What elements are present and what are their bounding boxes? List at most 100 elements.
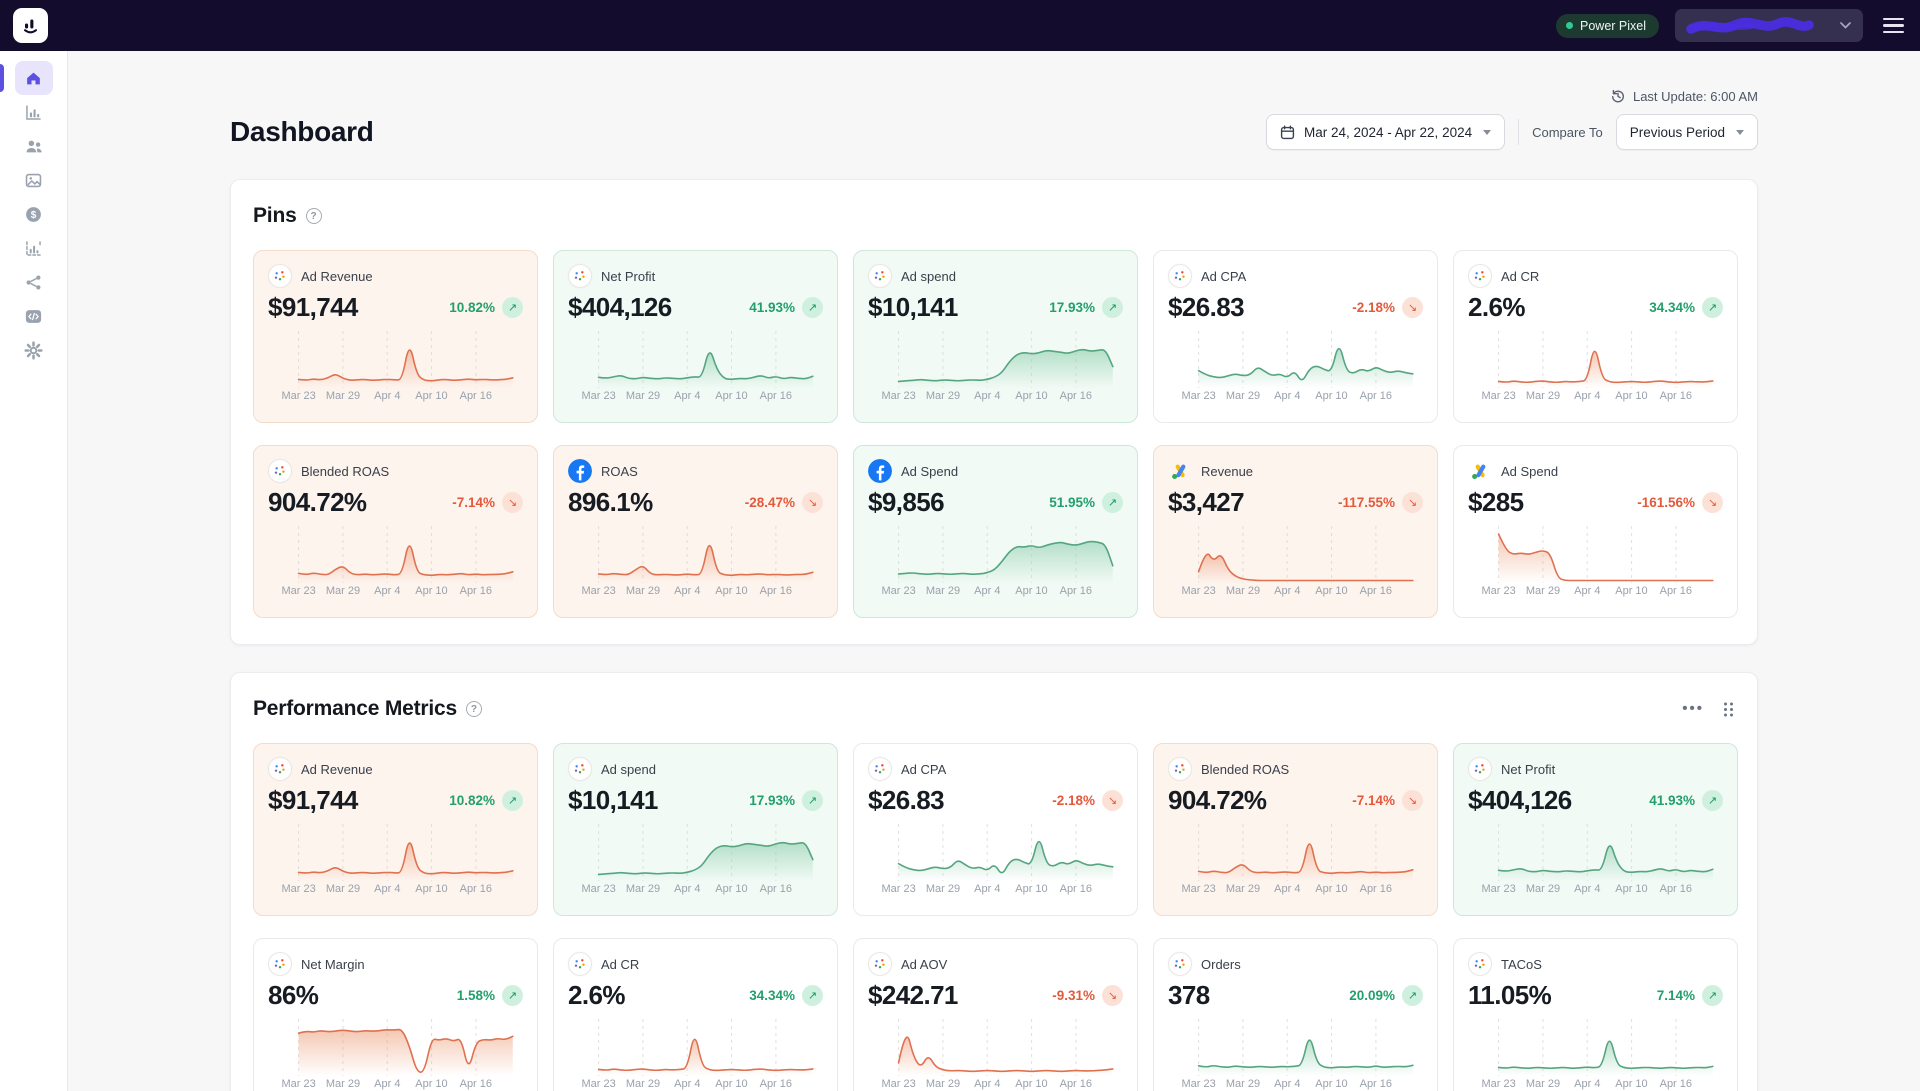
x-axis-tick: Apr 4 (674, 1078, 701, 1090)
metric-card[interactable]: Ad spend $10,141 17.93% ↗ Mar 23 Mar 29 Ap… (553, 743, 838, 916)
x-axis-tick: Apr 10 (715, 883, 748, 895)
app-logo-icon[interactable] (13, 8, 48, 43)
sparkline-chart (597, 331, 814, 388)
sidebar-item-code[interactable] (15, 299, 53, 333)
metric-card[interactable]: ROAS 896.1% -28.47% ↘ Mar 23 Mar 29 Apr 4 A… (553, 445, 838, 618)
blended-metrics-icon (568, 264, 592, 288)
sidebar-item-dollar[interactable]: $ (15, 197, 53, 231)
sidebar-item-home[interactable] (0, 61, 53, 95)
account-selector-dropdown[interactable] (1675, 9, 1863, 42)
metric-card[interactable]: Ad CR 2.6% 34.34% ↗ Mar 23 Mar 29 Apr 4 Apr… (553, 938, 838, 1091)
metric-change: 17.93% ↗ (749, 790, 823, 811)
metric-card[interactable]: Net Margin 86% 1.58% ↗ Mar 23 Mar 29 Apr 4… (253, 938, 538, 1091)
compare-period-select[interactable]: Previous Period (1615, 114, 1758, 150)
sidebar-item-chart-report[interactable] (15, 231, 53, 265)
metric-card[interactable]: Ad Revenue $91,744 10.82% ↗ Mar 23 Mar 29… (253, 743, 538, 916)
x-axis-tick: Mar 23 (1481, 1078, 1516, 1090)
metric-label: Ad CR (601, 956, 640, 972)
trend-down-icon: ↘ (1102, 985, 1123, 1006)
x-axis-tick: Apr 4 (374, 390, 401, 402)
compare-to-label: Compare To (1532, 124, 1603, 140)
sidebar: $ (0, 51, 68, 1091)
blended-metrics-icon (568, 757, 592, 781)
metric-value: 904.72% (268, 487, 367, 517)
x-axis-tick: Apr 4 (1574, 390, 1601, 402)
x-axis-tick: Mar 23 (581, 1078, 616, 1090)
x-axis-tick: Apr 4 (1574, 883, 1601, 895)
x-axis-tick: Apr 10 (1315, 390, 1348, 402)
x-axis-tick: Mar 23 (881, 1078, 916, 1090)
x-axis-tick: Apr 4 (1574, 1078, 1601, 1090)
trend-down-icon: ↘ (1402, 790, 1423, 811)
page-title: Dashboard (230, 116, 374, 147)
sparkline-container: Mar 23 Mar 29 Apr 4 Apr 10 Apr 16 (1468, 328, 1723, 406)
metric-card[interactable]: Ad Spend $285 -161.56% ↘ Mar 23 Mar 29 Apr… (1453, 445, 1738, 618)
metric-label: Ad AOV (901, 956, 948, 972)
blended-metrics-icon (868, 264, 892, 288)
x-axis-tick: Mar 29 (325, 1078, 361, 1090)
menu-hamburger-icon[interactable] (1883, 17, 1904, 34)
google-ads-icon (1168, 459, 1192, 483)
active-indicator (0, 64, 4, 92)
x-axis-tick: Mar 29 (625, 1078, 661, 1090)
drag-handle-icon[interactable] (1722, 701, 1735, 718)
blended-metrics-icon (1468, 757, 1492, 781)
metric-change: 34.34% ↗ (1649, 297, 1723, 318)
metric-card[interactable]: Ad Revenue $91,744 10.82% ↗ Mar 23 Mar 29… (253, 250, 538, 423)
metric-change: -2.18% ↘ (1352, 297, 1423, 318)
help-icon[interactable]: ? (305, 208, 322, 224)
sparkline-container: Mar 23 Mar 29 Apr 4 Apr 10 Apr 16 (268, 821, 523, 899)
trend-up-icon: ↗ (802, 790, 823, 811)
metric-card[interactable]: Net Profit $404,126 41.93% ↗ Mar 23 Mar 2… (553, 250, 838, 423)
metric-label: Revenue (1201, 463, 1254, 479)
sparkline-container: Mar 23 Mar 29 Apr 4 Apr 10 Apr 16 (868, 821, 1123, 899)
blended-metrics-icon (268, 264, 292, 288)
metric-card[interactable]: TACoS 11.05% 7.14% ↗ Mar 23 Mar 29 Apr 4 Ap… (1453, 938, 1738, 1091)
sidebar-item-bar-chart[interactable] (15, 95, 53, 129)
sidebar-item-gear[interactable] (15, 333, 53, 367)
trend-up-icon: ↗ (1702, 297, 1723, 318)
metric-card[interactable]: Revenue $3,427 -117.55% ↘ Mar 23 Mar 29 Ap… (1153, 445, 1438, 618)
metric-value: 378 (1168, 980, 1210, 1010)
last-update-text: Last Update: 6:00 AM (1632, 88, 1758, 104)
x-axis-tick: Apr 16 (459, 390, 493, 402)
x-axis-tick: Mar 29 (1525, 883, 1561, 895)
metric-label: Blended ROAS (1201, 761, 1290, 777)
metric-card[interactable]: Orders 378 20.09% ↗ Mar 23 Mar 29 Apr 4 Apr… (1153, 938, 1438, 1091)
sidebar-item-users[interactable] (15, 129, 53, 163)
metric-card[interactable]: Blended ROAS 904.72% -7.14% ↘ Mar 23 Mar … (1153, 743, 1438, 916)
sparkline-chart (597, 824, 814, 881)
date-range-picker[interactable]: Mar 24, 2024 - Apr 22, 2024 (1265, 114, 1506, 150)
sidebar-item-image[interactable] (15, 163, 53, 197)
svg-text:$: $ (31, 210, 37, 221)
x-axis-tick: Mar 29 (625, 390, 661, 402)
x-axis-tick: Apr 10 (715, 390, 748, 402)
power-pixel-badge[interactable]: Power Pixel (1556, 13, 1659, 38)
help-icon[interactable]: ? (465, 701, 482, 717)
metric-card[interactable]: Ad AOV $242.71 -9.31% ↘ Mar 23 Mar 29 Apr … (853, 938, 1138, 1091)
metric-card[interactable]: Ad Spend $9,856 51.95% ↗ Mar 23 Mar 29 Apr… (853, 445, 1138, 618)
x-axis-tick: Mar 29 (325, 883, 361, 895)
more-options-icon[interactable]: ••• (1682, 700, 1704, 717)
x-axis-tick: Apr 16 (759, 883, 793, 895)
metric-card[interactable]: Net Profit $404,126 41.93% ↗ Mar 23 Mar 2… (1453, 743, 1738, 916)
x-axis-tick: Apr 10 (1315, 585, 1348, 597)
metric-card[interactable]: Ad CPA $26.83 -2.18% ↘ Mar 23 Mar 29 Apr 4… (853, 743, 1138, 916)
metric-card[interactable]: Ad spend $10,141 17.93% ↗ Mar 23 Mar 29 Ap… (853, 250, 1138, 423)
trend-up-icon: ↗ (1702, 790, 1723, 811)
metric-card[interactable]: Blended ROAS 904.72% -7.14% ↘ Mar 23 Mar … (253, 445, 538, 618)
x-axis-tick: Mar 23 (581, 390, 616, 402)
x-axis-tick: Apr 10 (1015, 1078, 1048, 1090)
x-axis-tick: Apr 4 (1274, 883, 1301, 895)
sidebar-item-share[interactable] (15, 265, 53, 299)
metric-card[interactable]: Ad CR 2.6% 34.34% ↗ Mar 23 Mar 29 Apr 4 Apr… (1453, 250, 1738, 423)
metric-change: 10.82% ↗ (449, 790, 523, 811)
x-axis-tick: Apr 16 (759, 390, 793, 402)
x-axis-tick: Apr 16 (1359, 883, 1393, 895)
x-axis-tick: Mar 29 (1225, 883, 1261, 895)
x-axis-tick: Apr 10 (1615, 390, 1648, 402)
compare-period-value: Previous Period (1629, 124, 1725, 140)
metric-card[interactable]: Ad CPA $26.83 -2.18% ↘ Mar 23 Mar 29 Apr 4… (1153, 250, 1438, 423)
metric-value: $404,126 (1468, 785, 1572, 815)
metric-change: 20.09% ↗ (1349, 985, 1423, 1006)
